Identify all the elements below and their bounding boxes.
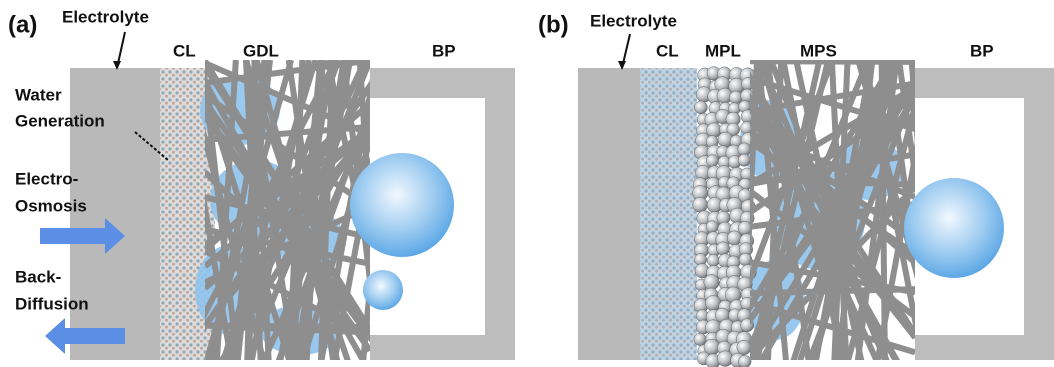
panel-label: (b)	[538, 11, 569, 38]
panel-label: (a)	[8, 11, 37, 38]
mpl-particle	[737, 340, 751, 354]
water-droplet	[904, 178, 1004, 278]
electrolyte-layer	[578, 68, 642, 360]
layer-label: BP	[432, 41, 456, 60]
mpl-particles	[693, 67, 757, 367]
mpl-particle	[738, 355, 751, 367]
mpl-particle	[694, 101, 707, 114]
water-droplet	[350, 153, 454, 257]
mpl-particle	[727, 231, 741, 245]
layer-label: MPS	[800, 41, 837, 60]
process-label: Osmosis	[15, 196, 87, 215]
process-label: Generation	[15, 111, 105, 130]
figure: (a) Electrolyte CL GDL BP Water Generati…	[0, 0, 1054, 367]
layer-label: CL	[173, 41, 196, 60]
layer-label: BP	[970, 41, 994, 60]
mpl-particle	[738, 154, 750, 166]
layer-label: GDL	[243, 41, 279, 60]
mpl-particle	[704, 275, 719, 290]
mpl-particle	[738, 221, 752, 235]
fiber	[750, 289, 915, 293]
process-label: Back-	[15, 267, 61, 286]
mpl-particle	[693, 197, 708, 212]
catalyst-water	[640, 68, 697, 360]
mpl-particle	[707, 254, 719, 266]
layer-label: CL	[656, 41, 679, 60]
process-label: Water	[15, 85, 62, 104]
mpl-particle	[706, 155, 718, 167]
mpl-particle	[716, 242, 729, 255]
water-droplet	[363, 270, 403, 310]
panel-a: (a) Electrolyte CL GDL BP Water Generati…	[8, 7, 515, 365]
process-label: Diffusion	[15, 294, 89, 313]
layer-label: MPL	[705, 41, 741, 60]
mpl-particle	[706, 221, 718, 233]
electrolyte-label: Electrolyte	[62, 7, 149, 26]
panel-b: (b) Electrolyte CL MPL MPS BP	[538, 11, 1054, 367]
fiber	[750, 61, 915, 62]
electrolyte-label: Electrolyte	[590, 11, 677, 30]
process-label: Electro-	[15, 169, 78, 188]
